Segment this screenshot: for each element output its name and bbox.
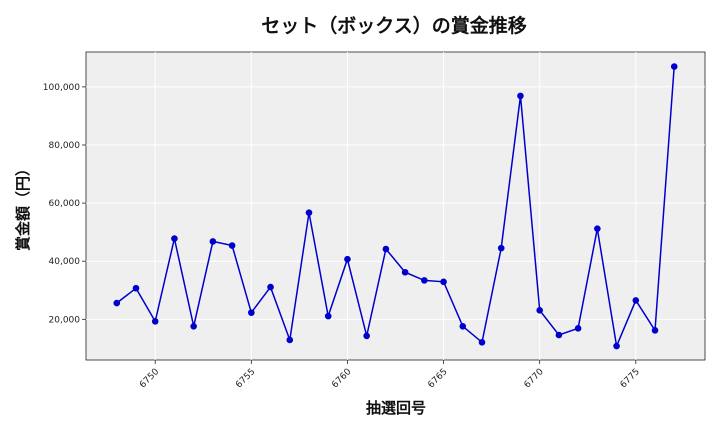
data-point: [151, 318, 159, 325]
data-point: [344, 255, 351, 263]
data-point: [440, 278, 447, 286]
data-point: [536, 307, 543, 314]
data-point: [497, 244, 505, 252]
plot-area: [85, 51, 706, 361]
y-tick-label: 80,000: [49, 141, 81, 151]
data-point: [248, 309, 255, 316]
x-axis-ticks: 6750 6755 6760 6765 6770 6775: [138, 360, 642, 390]
data-point: [228, 242, 236, 249]
y-tick-label: 60,000: [49, 199, 81, 209]
x-tick-label: 6765: [426, 367, 449, 390]
y-tick-label: 100,000: [43, 83, 80, 93]
data-point: [190, 322, 197, 330]
y-axis-ticks: 20,000 40,000 60,000 80,000 100,000: [43, 83, 86, 325]
data-point: [651, 327, 659, 334]
x-axis-label: 抽選回号: [366, 399, 426, 417]
x-tick-label: 6770: [523, 367, 546, 390]
data-point: [555, 331, 563, 339]
data-point: [574, 325, 582, 332]
chart-title: セット（ボックス）の賞金推移: [261, 14, 526, 37]
data-point: [324, 312, 332, 320]
series-group: [113, 63, 678, 350]
y-tick-label: 20,000: [49, 315, 81, 325]
data-point: [594, 225, 601, 232]
data-point: [459, 322, 467, 330]
data-point: [421, 277, 428, 284]
data-point: [401, 268, 409, 276]
x-tick-label: 6755: [234, 367, 257, 390]
data-point: [613, 342, 620, 350]
x-tick-label: 6775: [619, 367, 642, 390]
y-axis-label: 賞金額（円）: [14, 161, 32, 251]
x-tick-label: 6750: [138, 367, 161, 390]
data-point: [209, 238, 217, 245]
data-point: [113, 299, 121, 307]
y-tick-label: 40,000: [49, 257, 81, 267]
data-point: [171, 235, 178, 242]
x-tick-label: 6760: [330, 367, 353, 390]
data-point: [132, 284, 140, 292]
data-point: [517, 92, 524, 100]
data-point: [670, 63, 678, 70]
data-point: [478, 338, 486, 346]
data-point: [305, 209, 313, 216]
data-point: [286, 336, 294, 344]
data-point: [632, 297, 640, 304]
data-point: [382, 245, 390, 253]
grid-lines: [86, 52, 705, 360]
data-point: [363, 332, 370, 340]
data-point: [267, 283, 274, 291]
series-line: [116, 66, 675, 349]
